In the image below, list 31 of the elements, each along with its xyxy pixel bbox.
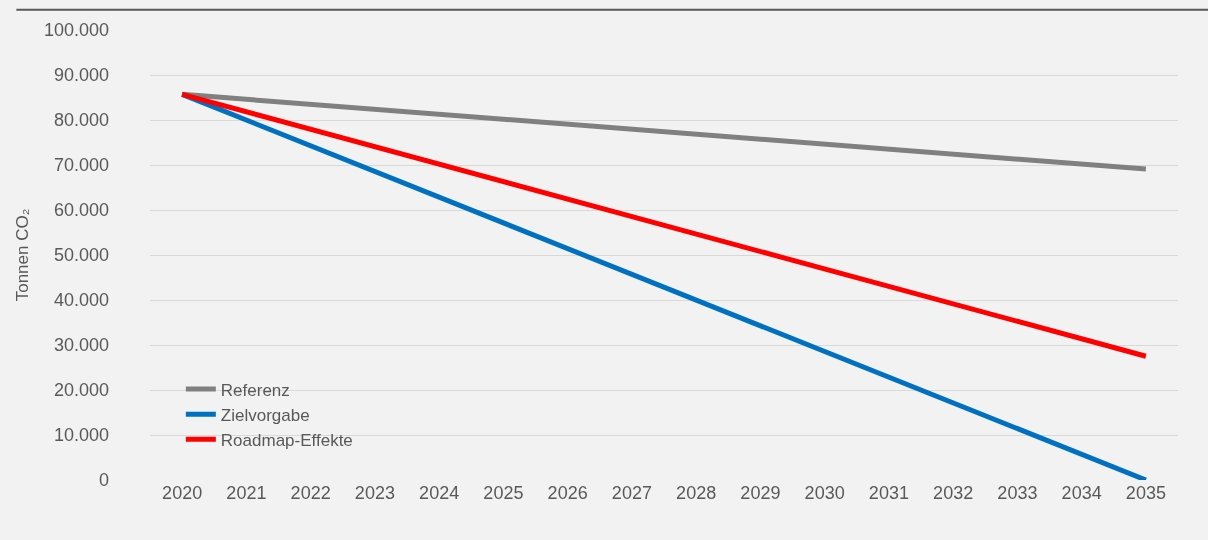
y-tick-label: 20.000 [53, 380, 109, 401]
y-tick-label: 0 [98, 470, 109, 491]
x-tick-label: 2031 [868, 483, 909, 503]
x-tick-label: 2034 [1061, 483, 1102, 503]
y-tick-label: 50.000 [53, 245, 109, 266]
x-tick-label: 2020 [162, 483, 203, 503]
y-tick-label: 40.000 [53, 290, 109, 311]
y-tick-label: 60.000 [53, 200, 109, 221]
y-axis-title: Tonnen CO₂ [13, 208, 33, 302]
legend-label: Zielvorgabe [220, 405, 310, 425]
x-tick-label: 2035 [1125, 483, 1166, 503]
x-tick-label: 2029 [740, 483, 781, 503]
x-tick-label: 2026 [547, 483, 588, 503]
x-tick-label: 2030 [804, 483, 845, 503]
x-tick-label: 2025 [483, 483, 524, 503]
x-tick-label: 2027 [611, 483, 652, 503]
legend-label: Referenz [220, 380, 290, 400]
y-tick-label: 10.000 [53, 425, 109, 446]
x-tick-label: 2023 [354, 483, 395, 503]
x-tick-label: 2028 [676, 483, 717, 503]
y-tick-label: 100.000 [43, 20, 109, 41]
x-tick-label: 2033 [997, 483, 1038, 503]
x-tick-label: 2022 [290, 483, 331, 503]
y-tick-label: 90.000 [53, 65, 109, 86]
y-tick-label: 30.000 [53, 335, 109, 356]
y-tick-label: 80.000 [53, 110, 109, 131]
y-tick-label: 70.000 [53, 155, 109, 176]
x-tick-label: 2024 [419, 483, 460, 503]
legend-label: Roadmap-Effekte [220, 430, 353, 450]
x-tick-label: 2032 [933, 483, 974, 503]
x-tick-label: 2021 [226, 483, 267, 503]
